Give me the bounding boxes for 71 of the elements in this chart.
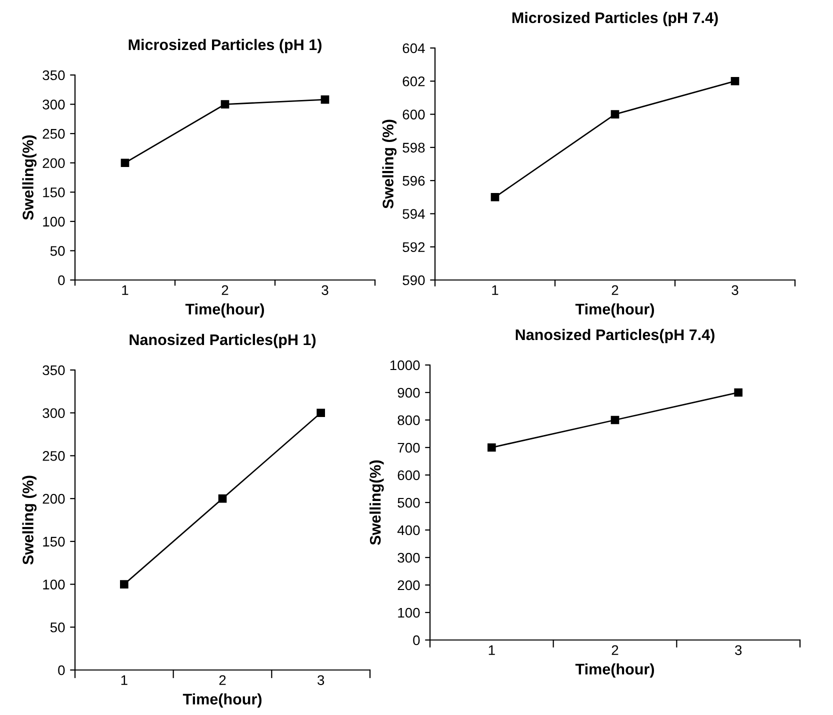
y-tick-label: 598 (402, 142, 425, 153)
x-tick-label: 1 (488, 645, 495, 655)
chart-title: Microsized Particles (pH 7.4) (512, 12, 718, 26)
y-axis-title: Swelling (%) (22, 476, 37, 565)
y-tick-label: 600 (398, 470, 420, 480)
y-axis-title: Swelling (%) (382, 120, 397, 209)
y-tick-label: 500 (398, 498, 420, 508)
y-tick-label: 300 (42, 100, 65, 110)
x-tick-label: 3 (732, 285, 738, 296)
x-tick-label: 1 (122, 285, 128, 295)
y-tick-label: 800 (398, 415, 420, 426)
chart-title: Nanosized Particles(pH 1) (130, 334, 316, 348)
point (120, 158, 130, 168)
x-axis-title: Time(hour) (575, 303, 654, 318)
y-tick-label: 900 (398, 388, 420, 398)
point (610, 416, 620, 424)
y-tick-label: 200 (42, 158, 65, 168)
y-tick-label: 100 (43, 580, 65, 590)
y-tick-label: 1000 (390, 360, 420, 370)
y-tick-label: 250 (42, 451, 65, 461)
x-tick-label: 1 (121, 675, 128, 685)
x-tick-label: 2 (612, 645, 618, 655)
point (218, 494, 227, 503)
chart-title: Nanosized Particles(pH 7.4) (516, 328, 714, 344)
point (610, 110, 620, 118)
x-tick-label: 2 (219, 675, 226, 685)
x-tick-label: 3 (318, 675, 324, 686)
point (316, 408, 325, 418)
point (320, 95, 330, 104)
y-tick-label: 602 (402, 76, 425, 86)
x-tick-label: 2 (222, 285, 228, 295)
point (220, 100, 230, 108)
y-tick-label: 0 (413, 635, 420, 646)
point (488, 443, 496, 452)
y-tick-label: 596 (402, 176, 425, 186)
y-tick-label: 300 (42, 408, 65, 418)
y-tick-label: 590 (402, 275, 425, 286)
x-tick-label: 3 (322, 285, 328, 296)
x-tick-label: 2 (612, 285, 618, 295)
y-tick-label: 0 (58, 275, 65, 286)
y-axis-title: Swelling(%) (370, 460, 384, 545)
x-tick-label: 1 (492, 285, 498, 295)
y-tick-label: 592 (402, 242, 425, 252)
y-tick-label: 50 (50, 622, 65, 632)
y-tick-label: 50 (50, 246, 65, 256)
y-tick-label: 100 (398, 608, 420, 618)
x-axis-title: Time(hour) (182, 693, 262, 708)
y-tick-label: 0 (58, 665, 65, 676)
x-tick-label: 3 (735, 645, 742, 656)
y-tick-label: 100 (43, 216, 65, 227)
point (734, 388, 742, 397)
y-tick-label: 200 (42, 494, 65, 504)
y-tick-label: 250 (42, 128, 65, 139)
y-tick-label: 604 (402, 43, 425, 54)
y-tick-label: 350 (42, 70, 65, 80)
chart-title: Microsized Particles (pH 1) (128, 38, 322, 54)
y-tick-label: 400 (397, 525, 420, 536)
y-tick-label: 150 (43, 187, 65, 198)
y-tick-label: 200 (398, 580, 420, 590)
y-tick-label: 300 (398, 552, 420, 563)
y-tick-label: 350 (42, 365, 65, 376)
x-axis-title: Time(hour) (185, 303, 264, 318)
y-tick-label: 600 (402, 110, 425, 120)
y-tick-label: 594 (402, 209, 425, 219)
point (490, 192, 500, 202)
point (120, 580, 128, 588)
x-axis-title: Time(hour) (575, 663, 654, 678)
y-axis-title: Swelling(%) (22, 135, 37, 220)
point (730, 76, 740, 86)
y-tick-label: 700 (398, 442, 420, 453)
y-tick-label: 150 (43, 536, 65, 547)
